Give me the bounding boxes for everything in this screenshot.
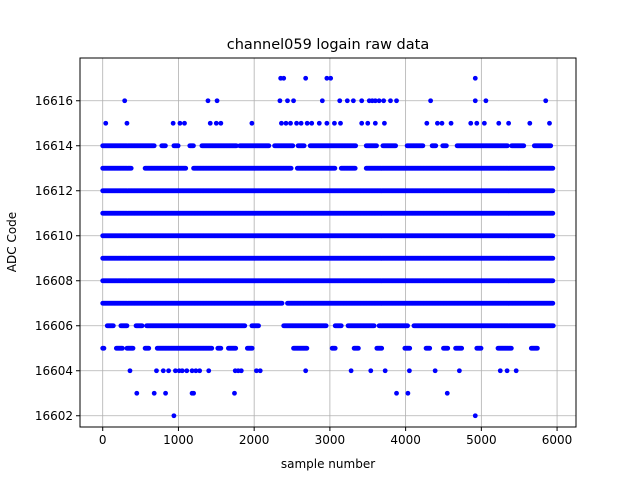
data-point [521, 143, 527, 149]
data-point [337, 98, 343, 104]
data-point [191, 143, 196, 149]
data-point [103, 120, 109, 126]
data-point [376, 98, 382, 104]
data-point [128, 165, 134, 171]
data-point [309, 120, 315, 126]
data-point [433, 143, 439, 149]
data-point [527, 120, 533, 126]
data-point [290, 143, 296, 149]
data-point [285, 98, 290, 104]
data-point [124, 120, 130, 126]
data-point [288, 165, 294, 171]
data-point [338, 120, 343, 126]
data-point [496, 120, 502, 126]
data-point [420, 143, 426, 149]
data-point [182, 120, 187, 126]
data-point [483, 98, 489, 104]
data-point [207, 120, 213, 126]
data-point [550, 188, 556, 194]
data-point [443, 143, 449, 149]
data-point [506, 120, 512, 126]
data-point [151, 143, 157, 149]
data-point [394, 98, 399, 104]
data-point [382, 120, 387, 126]
data-point [163, 143, 168, 149]
data-point [304, 120, 310, 126]
data-point [374, 143, 379, 149]
data-point [283, 120, 289, 126]
data-point [481, 120, 487, 126]
data-point [332, 165, 338, 171]
data-point [372, 120, 378, 126]
data-point [439, 120, 445, 126]
plot-background [80, 58, 576, 427]
data-point [277, 98, 283, 104]
data-point [359, 98, 365, 104]
data-point [234, 143, 239, 149]
data-point [281, 75, 287, 81]
data-point [474, 120, 480, 126]
data-point [213, 120, 219, 126]
data-point [175, 143, 181, 149]
data-point [332, 120, 337, 126]
data-point [448, 120, 454, 126]
data-point [472, 75, 478, 81]
data-point [352, 165, 358, 171]
data-point [183, 165, 189, 171]
data-point [550, 255, 556, 261]
data-point [266, 143, 272, 149]
data-point [294, 120, 299, 126]
data-point [214, 98, 220, 104]
data-point [177, 120, 183, 126]
data-point [249, 120, 255, 126]
data-point [550, 165, 556, 171]
data-point [324, 75, 330, 81]
data-point [218, 120, 224, 126]
data-point [435, 120, 440, 126]
data-point [548, 143, 554, 149]
data-point [301, 143, 307, 149]
data-point [288, 120, 293, 126]
data-point [381, 98, 387, 104]
data-point [324, 120, 330, 126]
data-point [316, 120, 322, 126]
data-point [359, 120, 365, 126]
data-point [298, 120, 304, 126]
data-points [100, 75, 556, 419]
data-point [344, 98, 350, 104]
data-point [393, 143, 399, 149]
data-point [353, 143, 359, 149]
data-point [428, 98, 434, 104]
data-point [388, 98, 393, 104]
data-point [550, 233, 556, 239]
data-point [424, 120, 430, 126]
data-point [170, 120, 176, 126]
data-point [543, 98, 549, 104]
data-point [319, 98, 325, 104]
data-point [504, 143, 510, 149]
data-point [472, 98, 478, 104]
data-point [205, 98, 211, 104]
data-point [350, 98, 356, 104]
data-point [122, 98, 128, 104]
data-point [303, 75, 309, 81]
data-point [547, 120, 552, 126]
data-point [550, 210, 556, 216]
data-point [279, 120, 284, 126]
data-point [468, 120, 474, 126]
data-point [365, 120, 371, 126]
data-point [328, 75, 334, 81]
data-point [291, 98, 296, 104]
data-point [372, 98, 378, 104]
